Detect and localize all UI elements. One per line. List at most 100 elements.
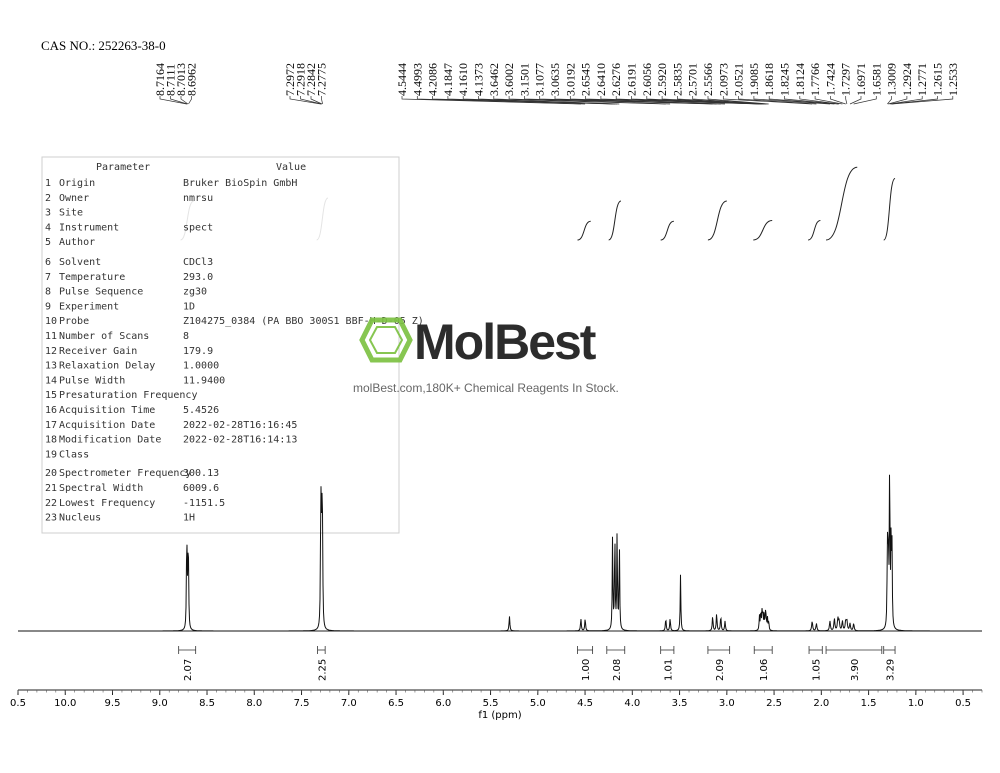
peak-label: 4.2086 <box>426 63 440 96</box>
integral-curve <box>807 220 821 241</box>
peak-connector <box>416 96 586 105</box>
x-tick-label: 7.5 <box>294 698 310 709</box>
peak-label: 7.2775 <box>315 63 329 96</box>
peak-connector <box>300 96 322 105</box>
peak-label: 1.2924 <box>900 63 914 96</box>
peak-connector <box>891 96 938 105</box>
param-row-value: 8 <box>183 331 189 342</box>
x-axis: 0.5 10.0 9.5 9.0 8.5 8.0 7.5 7.0 6.5 6.0 5.5 5.0 4.5… <box>10 689 983 709</box>
peak-label: 2.5920 <box>655 63 669 96</box>
integral-value: 1.06 <box>759 659 770 681</box>
param-header-value: Value <box>276 162 306 173</box>
peak-connector <box>799 96 840 105</box>
peak-label: 7.2842 <box>304 63 318 96</box>
param-rows: 1 Origin Bruker BioSpin GmbH 2 Owner nmrsu 3 Si… <box>45 178 424 524</box>
integral-value: 1.05 <box>812 659 823 681</box>
param-row-number: 12 <box>45 346 57 357</box>
peak-label: 2.5701 <box>686 63 700 96</box>
param-row-name: Pulse Width <box>59 375 125 386</box>
param-row-number: 10 <box>45 316 57 327</box>
param-row-number: 14 <box>45 375 57 386</box>
param-row-name: Pulse Sequence <box>59 287 143 298</box>
cas-number-label: CAS NO.: 252263-38-0 <box>41 38 166 53</box>
param-row-value: 5.4526 <box>183 405 219 416</box>
param-row-name: Instrument <box>59 222 119 233</box>
param-row-value: 2022-02-28T16:14:13 <box>183 435 297 446</box>
param-row-number: 22 <box>45 498 57 509</box>
peak-label: 7.2972 <box>283 63 297 96</box>
peak-label: 8.7164 <box>153 63 167 96</box>
x-tick-label: 3.5 <box>672 698 688 709</box>
param-row-number: 8 <box>45 287 51 298</box>
integral-value: 2.25 <box>317 659 328 681</box>
peak-label: 1.8245 <box>778 63 792 96</box>
param-row-number: 23 <box>45 513 57 524</box>
peak-label: 2.5835 <box>670 63 684 96</box>
integral-curve <box>883 178 896 241</box>
x-tick-label: 3.0 <box>719 698 735 709</box>
x-tick-label: 4.0 <box>624 698 640 709</box>
x-tick-label: 0.5 <box>955 698 971 709</box>
param-row-number: 17 <box>45 420 57 431</box>
integral-curve <box>753 220 773 241</box>
peak-connector <box>845 96 848 105</box>
peak-label: 4.1610 <box>456 63 470 96</box>
integral-value: 1.01 <box>663 659 674 681</box>
peak-label: 1.6581 <box>869 63 883 96</box>
peak-connector <box>508 96 671 105</box>
x-tick-label: 9.5 <box>105 698 121 709</box>
peak-label: 1.7297 <box>839 63 853 96</box>
peak-label: 1.9085 <box>747 63 761 96</box>
param-row-name: Owner <box>59 193 89 204</box>
param-row-value: Z104275_0384 (PA BBO 300S1 BBF-H-D-05 Z) <box>183 316 424 327</box>
param-row-name: Modification Date <box>59 435 161 446</box>
peak-label: 1.2615 <box>931 63 945 96</box>
peak-connector <box>830 96 846 105</box>
peak-label: 2.6276 <box>609 63 623 96</box>
peak-label: 4.1847 <box>441 63 455 96</box>
param-row-value: 300.13 <box>183 468 219 479</box>
param-row-name: Relaxation Delay <box>59 361 155 372</box>
x-tick-label: 1.0 <box>908 698 924 709</box>
param-row-value: 11.9400 <box>183 375 225 386</box>
param-row-name: Nucleus <box>59 513 101 524</box>
param-row-name: Author <box>59 237 95 248</box>
peak-label: 7.2918 <box>294 63 308 96</box>
param-row-number: 3 <box>45 208 51 219</box>
param-row-number: 5 <box>45 237 51 248</box>
integral-curve <box>660 220 675 241</box>
param-row-name: Spectrometer Frequency <box>59 468 191 479</box>
peak-connector <box>707 96 769 105</box>
param-row-value: -1151.5 <box>183 498 225 509</box>
param-row-value: Bruker BioSpin GmbH <box>183 178 297 189</box>
peak-label: 1.3009 <box>885 63 899 96</box>
peak-connector <box>478 96 620 105</box>
integral-curve <box>825 166 858 241</box>
integral-value: 3.90 <box>850 659 861 681</box>
param-row-name: Lowest Frequency <box>59 498 155 509</box>
peak-connector <box>889 96 923 105</box>
x-axis-label: f1 (ppm) <box>478 710 521 721</box>
peak-label: 1.6971 <box>854 63 868 96</box>
param-row-number: 2 <box>45 193 51 204</box>
peak-connector <box>321 96 323 105</box>
peak-connector <box>849 96 862 105</box>
peak-connector <box>814 96 843 105</box>
x-tick-label: 8.5 <box>199 698 215 709</box>
integral-value: 1.00 <box>581 659 592 681</box>
param-row-name: Receiver Gain <box>59 346 137 357</box>
param-row-value: 1H <box>183 513 195 524</box>
peak-connector <box>887 96 892 105</box>
param-row-number: 19 <box>45 449 57 460</box>
param-row-number: 4 <box>45 222 51 233</box>
peak-label: 1.2771 <box>915 63 929 96</box>
x-tick-label: 8.0 <box>246 698 262 709</box>
param-row-value: 1.0000 <box>183 361 219 372</box>
x-tick-label: 5.0 <box>530 698 546 709</box>
param-row-name: Temperature <box>59 272 125 283</box>
peak-label: 3.1077 <box>533 63 547 96</box>
peak-connector <box>784 96 838 105</box>
param-row-name: Experiment <box>59 301 119 312</box>
integral-value: 2.07 <box>183 659 194 681</box>
